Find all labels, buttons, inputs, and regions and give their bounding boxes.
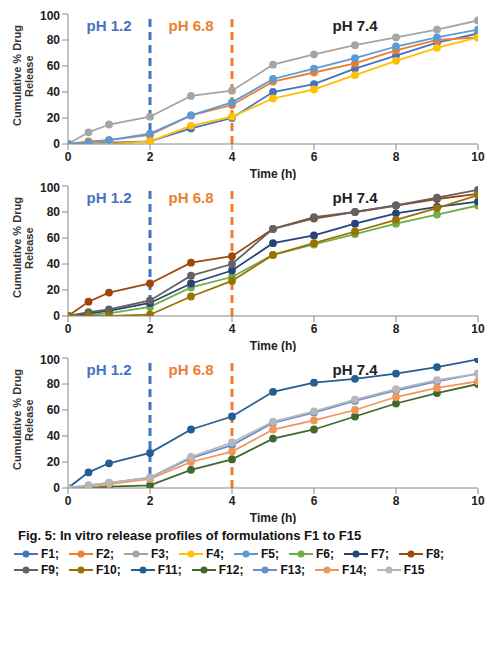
html-text:Cumulative % Drug Release: Cumulative % Drug Release — [11, 197, 35, 299]
html-text:Fig. 5: In vitro release profi: Fig. 5: In vitro release profiles of for… — [18, 528, 362, 543]
svg-text:20: 20 — [47, 111, 61, 125]
html-text:F3;: F3; — [151, 547, 169, 561]
svg-text:pH 1.2: pH 1.2 — [86, 189, 131, 206]
svg-text:40: 40 — [47, 257, 61, 271]
svg-text:pH 1.2: pH 1.2 — [86, 17, 131, 34]
html-text:F6;: F6; — [316, 547, 334, 561]
svg-text:10: 10 — [471, 322, 485, 336]
svg-text:pH 1.2: pH 1.2 — [86, 361, 131, 378]
svg-text:pH 7.4: pH 7.4 — [332, 17, 378, 34]
svg-text:100: 100 — [40, 353, 60, 367]
html-text:F13;: F13; — [280, 563, 306, 577]
svg-text:2: 2 — [147, 494, 154, 508]
html-text:F1;: F1; — [41, 547, 59, 561]
svg-text:pH 7.4: pH 7.4 — [332, 189, 378, 206]
svg-text:100: 100 — [40, 181, 60, 195]
html-text:Cumulative % Drug Release: Cumulative % Drug Release — [11, 369, 35, 471]
svg-text:pH 6.8: pH 6.8 — [168, 17, 213, 34]
svg-text:pH 6.8: pH 6.8 — [168, 361, 213, 378]
svg-text:4: 4 — [229, 322, 236, 336]
svg-text:60: 60 — [47, 59, 61, 73]
svg-text:60: 60 — [47, 403, 61, 417]
svg-text:10: 10 — [471, 494, 485, 508]
html-text:F7;: F7; — [371, 547, 389, 561]
svg-text:80: 80 — [47, 33, 61, 47]
svg-text:40: 40 — [47, 85, 61, 99]
svg-text:pH 6.8: pH 6.8 — [168, 189, 213, 206]
html-text:F5;: F5; — [261, 547, 279, 561]
svg-text:20: 20 — [47, 455, 61, 469]
svg-text:40: 40 — [47, 429, 61, 443]
svg-text:2: 2 — [147, 150, 154, 164]
svg-text:6: 6 — [311, 150, 318, 164]
html-text:F8;: F8; — [426, 547, 444, 561]
html-text:F9;: F9; — [41, 563, 59, 577]
svg-text:80: 80 — [47, 205, 61, 219]
html-text:F2;: F2; — [96, 547, 114, 561]
svg-text:8: 8 — [393, 150, 400, 164]
svg-text:6: 6 — [311, 494, 318, 508]
svg-text:100: 100 — [40, 9, 60, 23]
svg-text:4: 4 — [229, 150, 236, 164]
svg-text:20: 20 — [47, 283, 61, 297]
svg-text:Time (h): Time (h) — [250, 167, 296, 180]
html-text:F11;: F11; — [157, 563, 182, 577]
svg-text:0: 0 — [65, 494, 72, 508]
svg-text:pH 7.4: pH 7.4 — [332, 361, 378, 378]
svg-text:0: 0 — [53, 309, 60, 323]
svg-text:10: 10 — [471, 150, 485, 164]
svg-text:Time (h): Time (h) — [250, 339, 296, 352]
html-text:F4;: F4; — [206, 547, 224, 561]
html-text:F15: F15 — [403, 563, 425, 577]
svg-text:8: 8 — [393, 494, 400, 508]
svg-text:0: 0 — [53, 137, 60, 151]
svg-text:0: 0 — [65, 150, 72, 164]
svg-text:8: 8 — [393, 322, 400, 336]
html-text:F14;: F14; — [342, 563, 367, 577]
html-text:F12;: F12; — [218, 563, 244, 577]
html-text:F10;: F10; — [96, 563, 121, 577]
svg-text:80: 80 — [47, 377, 61, 391]
html-text:Cumulative % Drug Release: Cumulative % Drug Release — [11, 25, 35, 127]
svg-text:Time (h): Time (h) — [250, 511, 296, 524]
svg-text:60: 60 — [47, 231, 61, 245]
svg-text:0: 0 — [65, 322, 72, 336]
svg-text:2: 2 — [147, 322, 154, 336]
svg-text:4: 4 — [229, 494, 236, 508]
svg-text:0: 0 — [53, 481, 60, 495]
svg-text:6: 6 — [311, 322, 318, 336]
